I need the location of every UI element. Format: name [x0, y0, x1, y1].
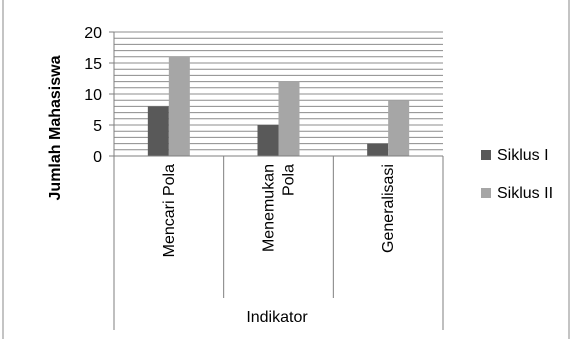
bar-siklus-i-2	[367, 144, 388, 156]
x-axis-title: Indikator	[246, 309, 308, 326]
category-label-line: Pola	[281, 164, 298, 196]
bar-siklus-i-1	[258, 125, 279, 156]
category-label-line: Mencari Pola	[161, 164, 178, 257]
y-tick-label: 20	[84, 25, 102, 42]
category-label: Generalisasi	[380, 164, 397, 253]
bar-siklus-ii-2	[388, 100, 409, 156]
y-tick-label: 5	[93, 118, 102, 135]
bar-siklus-ii-1	[279, 82, 300, 156]
category-label: Mencari Pola	[161, 164, 178, 257]
legend-swatch	[481, 188, 491, 198]
y-tick-labels: 0 5 10 15 20	[84, 25, 102, 166]
y-axis-title: Jumlah Mahasiswa	[47, 55, 64, 200]
category-labels: Mencari Pola Menemukan Pola Generalisasi	[161, 164, 397, 257]
category-label: Menemukan Pola	[261, 164, 298, 252]
y-tick-label: 15	[84, 56, 102, 73]
legend-swatch	[481, 150, 491, 160]
bar-siklus-i-0	[148, 106, 169, 156]
y-tick-label: 0	[93, 149, 102, 166]
category-label-line: Generalisasi	[380, 164, 397, 253]
bar-siklus-ii-0	[169, 57, 190, 156]
legend: Siklus I Siklus II	[481, 147, 553, 202]
legend-label: Siklus II	[497, 185, 553, 202]
category-label-line: Menemukan	[261, 164, 278, 252]
y-tick-label: 10	[84, 87, 102, 104]
legend-label: Siklus I	[497, 147, 549, 164]
